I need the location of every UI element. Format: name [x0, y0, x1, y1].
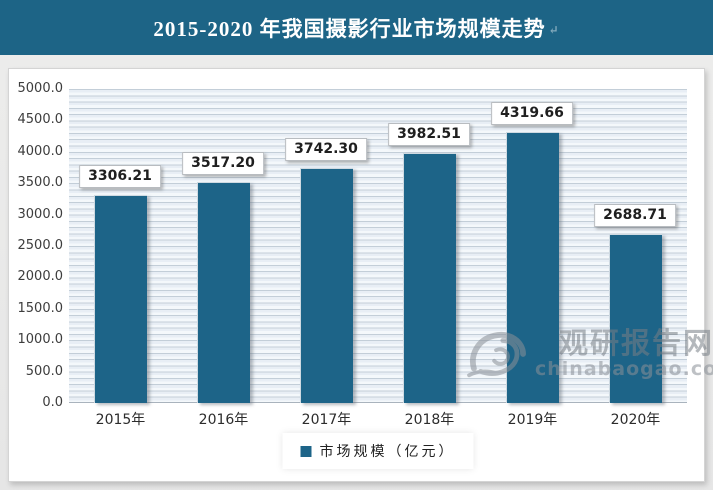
y-tick-label: 0.0 — [42, 395, 63, 410]
chart-panel: 5000.0 4500.0 4000.0 3500.0 3000.0 2500.0 2000… — [8, 68, 713, 482]
bar-slot: 4319.66 — [481, 89, 584, 403]
y-tick-label: 4500.0 — [17, 112, 64, 128]
value-label: 3306.21 — [79, 165, 161, 188]
y-axis: 5000.0 4500.0 4000.0 3500.0 3000.0 2500.0 2000… — [9, 81, 64, 410]
bar-2015年 — [94, 195, 147, 403]
value-label: 3982.51 — [388, 123, 470, 146]
bar-slot: 3306.21 — [69, 89, 172, 403]
paragraph-mark: ↵ — [548, 23, 560, 38]
x-axis: 2015年 2016年 2017年 2018年 2019年 2020年 — [69, 409, 687, 431]
bar-2020年 — [609, 234, 662, 403]
y-tick-label: 4000.0 — [17, 143, 64, 159]
bar-slot: 3982.51 — [378, 89, 481, 403]
value-label: 2688.71 — [594, 204, 676, 227]
x-axis-label: 2020年 — [610, 412, 661, 428]
bar-2016年 — [197, 182, 250, 403]
x-axis-label: 2018年 — [404, 412, 455, 428]
chart-title: 2015-2020 年我国摄影行业市场规模走势 ↵ — [153, 13, 559, 43]
bar-2018年 — [403, 153, 456, 403]
x-axis-label: 2016年 — [198, 412, 249, 428]
value-label: 4319.66 — [491, 102, 573, 125]
bar-slot: 2688.71 — [584, 89, 687, 403]
bar-slot: 3742.30 — [275, 89, 378, 403]
value-label: 3742.30 — [285, 138, 367, 161]
x-axis-label: 2015年 — [95, 412, 146, 428]
legend-label: 市场规模（亿元） — [319, 444, 456, 460]
y-tick-label: 1000.0 — [17, 332, 64, 348]
y-tick-label: 500.0 — [25, 363, 63, 379]
y-tick-label: 3000.0 — [17, 206, 64, 222]
plot-area: 3306.21 3517.20 3742.30 3982.51 4319.66 2688.… — [69, 89, 687, 403]
x-axis-label: 2019年 — [507, 412, 558, 428]
legend: 市场规模（亿元） — [282, 433, 474, 469]
y-tick-label: 5000.0 — [17, 81, 64, 96]
x-axis-label: 2017年 — [301, 412, 352, 428]
legend-marker-swatch — [300, 445, 312, 457]
y-tick-label: 2000.0 — [17, 269, 64, 285]
y-tick-label: 3500.0 — [17, 175, 64, 191]
bar-slot: 3517.20 — [172, 89, 275, 403]
title-bar: 2015-2020 年我国摄影行业市场规模走势 ↵ — [0, 0, 713, 55]
y-tick-label: 2500.0 — [17, 238, 64, 253]
value-label: 3517.20 — [182, 152, 264, 175]
bar-2019年 — [506, 132, 559, 403]
chart-title-text: 2015-2020 年我国摄影行业市场规模走势 — [153, 16, 546, 41]
y-tick-label: 1500.0 — [17, 300, 64, 316]
bar-2017年 — [300, 168, 353, 403]
